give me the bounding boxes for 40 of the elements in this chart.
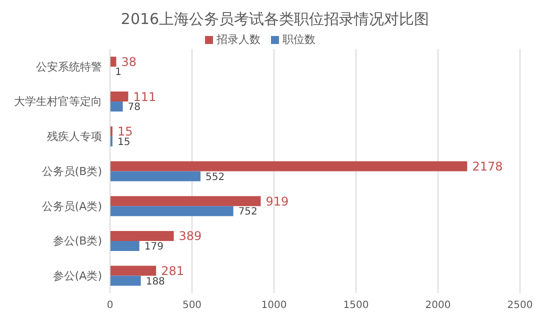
- legend-label: 招录人数: [216, 33, 260, 46]
- data-label: 389: [178, 229, 202, 244]
- data-label: 752: [238, 206, 258, 218]
- data-label: 78: [128, 102, 141, 114]
- x-tick-label: 0: [106, 300, 114, 312]
- y-tick-label: 参公(B类): [52, 234, 102, 248]
- bar: [110, 276, 141, 286]
- bar: [110, 230, 174, 241]
- x-tick-label: 1000: [261, 300, 287, 312]
- bar: [110, 206, 234, 216]
- bar: [110, 266, 156, 276]
- bar: [110, 196, 261, 206]
- data-label: 1: [115, 67, 122, 78]
- x-tick-label: 1500: [343, 300, 369, 312]
- data-label: 188: [146, 276, 165, 288]
- data-label: 15: [117, 124, 133, 139]
- x-tick-label: 2500: [507, 300, 533, 312]
- x-tick-label: 2000: [425, 300, 451, 312]
- data-label: 111: [133, 90, 156, 104]
- y-tick-label: 公务员(B类): [42, 164, 102, 178]
- y-tick-label: 公安系统特警: [36, 60, 102, 74]
- bar: [110, 102, 123, 112]
- y-tick-label: 公务员(A类): [42, 200, 102, 213]
- data-label: 15: [117, 136, 130, 148]
- bar: [110, 171, 201, 182]
- chart-title: 2016上海公务员考试各类职位招录情况对比图: [120, 9, 430, 30]
- data-label: 179: [144, 242, 164, 253]
- data-label: 281: [161, 264, 184, 278]
- y-tick-label: 参公(A类): [52, 269, 102, 282]
- bar: [110, 240, 140, 251]
- y-tick-label: 残疾人专项: [47, 130, 102, 144]
- bar: [110, 92, 128, 102]
- bar: [110, 161, 468, 172]
- data-label: 552: [206, 172, 225, 183]
- data-label: 38: [121, 54, 137, 69]
- data-label: 919: [266, 194, 289, 208]
- x-tick-label: 500: [182, 300, 202, 312]
- legend-label: 职位数: [282, 33, 316, 46]
- data-label: 2178: [472, 160, 503, 174]
- y-tick-label: 大学生村官等定向: [14, 95, 102, 108]
